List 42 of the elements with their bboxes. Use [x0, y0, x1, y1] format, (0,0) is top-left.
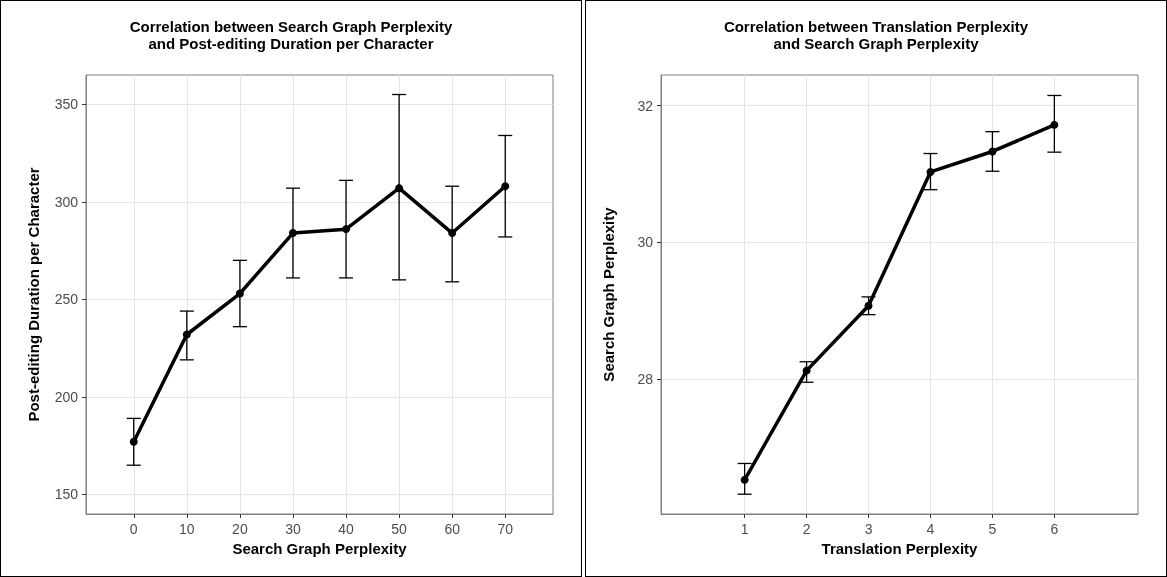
y-tick-label: 350	[54, 96, 79, 113]
x-tick-label: 6	[1050, 521, 1059, 537]
y-tick-label: 150	[54, 486, 79, 503]
y-tick-label: 32	[637, 97, 654, 114]
point	[235, 289, 244, 298]
x-axis-title: Search Graph Perplexity	[232, 539, 408, 557]
x-tick-label: 2	[802, 521, 811, 537]
point	[802, 366, 811, 375]
y-tick-label: 300	[54, 193, 79, 210]
y-tick-label: 250	[54, 291, 79, 308]
x-tick-label: 1	[740, 521, 749, 537]
x-tick-label: 5	[988, 521, 997, 537]
x-axis-title: Translation Perplexity	[821, 539, 979, 557]
x-tick-label: 10	[179, 521, 195, 537]
x-tick-label: 60	[444, 521, 461, 537]
y-axis-title: Post-editing Duration per Character	[25, 167, 42, 422]
point	[740, 475, 749, 484]
point	[342, 225, 351, 234]
y-tick-label: 30	[637, 234, 654, 251]
x-tick-label: 3	[864, 521, 873, 537]
point	[182, 330, 191, 339]
point	[926, 167, 935, 176]
x-tick-label: 20	[232, 521, 248, 537]
x-tick-label: 70	[497, 521, 514, 537]
chart-title: Correlation between Search Graph Perplexity and Post-editing Duration per Character	[129, 18, 453, 52]
point	[501, 182, 510, 191]
x-tick-label: 40	[338, 521, 355, 537]
point	[864, 301, 873, 310]
x-tick-label: 50	[391, 521, 408, 537]
point	[288, 229, 297, 238]
y-axis-title: Search Graph Perplexity	[600, 206, 617, 382]
x-tick-label: 0	[129, 521, 138, 537]
point	[395, 184, 404, 193]
x-tick-label: 30	[285, 521, 301, 537]
x-tick-label: 4	[926, 521, 935, 537]
chart-title: Correlation between Translation Perplexity and Search Graph Perplexity	[723, 18, 1029, 52]
y-tick-label: 28	[637, 370, 654, 387]
point	[988, 147, 997, 156]
y-tick-label: 200	[54, 388, 79, 405]
point	[448, 229, 457, 238]
point	[1050, 120, 1059, 129]
point	[129, 437, 138, 446]
